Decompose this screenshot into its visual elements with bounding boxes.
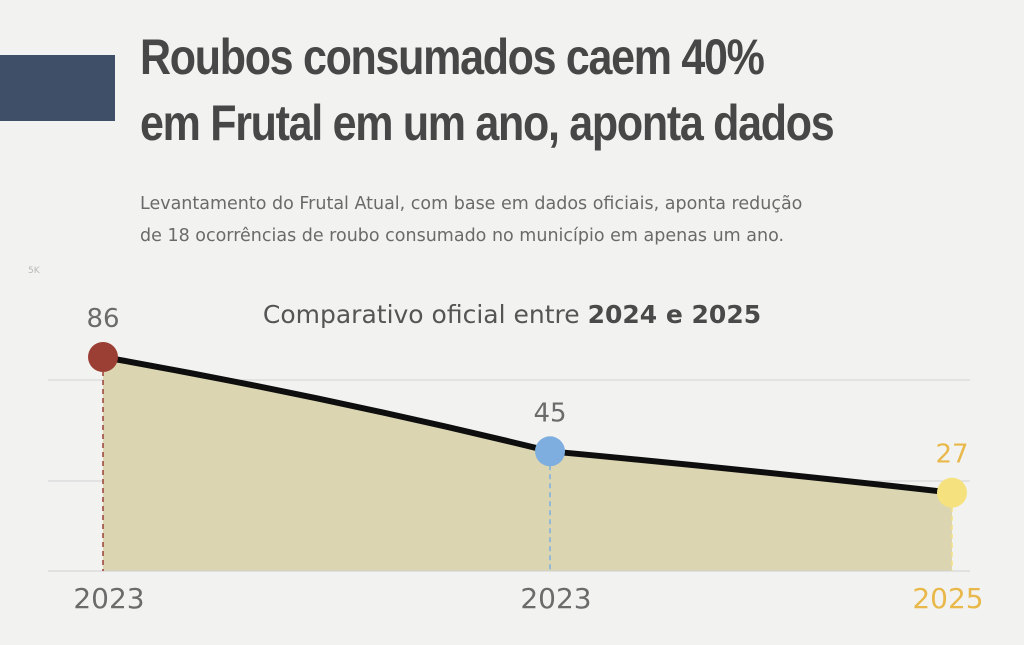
category-label-2: 2023	[520, 582, 591, 615]
area-fill	[103, 357, 952, 571]
chart-title: Comparativo oficial entre 2024 e 2025	[0, 300, 1024, 329]
headline-line-1: Roubos consumados caem 40%	[140, 29, 765, 85]
data-point-2	[535, 436, 565, 467]
chart-title-prefix: Comparativo oficial entre	[262, 300, 588, 329]
subtitle-line-1: Levantamento do Frutal Atual, com base e…	[140, 194, 803, 214]
data-point-1	[88, 342, 118, 372]
category-label-3: 2025	[912, 582, 983, 615]
value-label-1: 86	[86, 304, 119, 334]
corner-mark: 5K	[28, 266, 40, 276]
headline-line-2: em Frutal em um ano, aponta dados	[140, 95, 835, 151]
headline: Roubos consumados caem 40% em Frutal em …	[140, 24, 880, 156]
accent-bar	[0, 55, 115, 121]
value-label-2: 45	[533, 398, 566, 428]
value-label-3: 27	[935, 440, 968, 470]
subtitle-line-2: de 18 ocorrências de roubo consumado no …	[140, 226, 785, 246]
data-point-3	[937, 477, 967, 508]
subtitle: Levantamento do Frutal Atual, com base e…	[140, 188, 940, 252]
category-label-1: 2023	[73, 582, 144, 615]
chart-title-emphasis: 2024 e 2025	[587, 300, 762, 329]
